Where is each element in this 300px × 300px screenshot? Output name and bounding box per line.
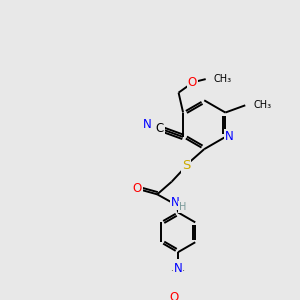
Text: O: O (169, 291, 178, 300)
Text: N: N (142, 118, 151, 131)
Text: CH₃: CH₃ (214, 74, 232, 84)
Text: O: O (188, 76, 197, 89)
Text: O: O (133, 182, 142, 195)
Text: N: N (174, 262, 182, 275)
Text: S: S (182, 159, 190, 172)
Text: H: H (179, 202, 186, 212)
Text: N: N (171, 196, 180, 209)
Text: N: N (174, 260, 182, 273)
Text: N: N (225, 130, 233, 143)
Text: CH₃: CH₃ (254, 100, 272, 110)
Text: C: C (155, 122, 164, 135)
